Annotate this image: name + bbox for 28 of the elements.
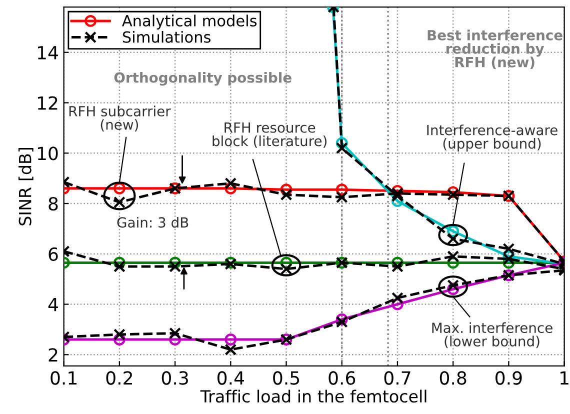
x-tick-label: 1 [560, 371, 568, 385]
y-tick-label: 12 [38, 96, 58, 110]
x-tick-label: 0.1 [50, 371, 77, 385]
x-tick-label: 0.4 [217, 371, 244, 385]
x-tick-label: 0.6 [328, 371, 356, 385]
annotation: RFH subcarrier (new) [69, 106, 171, 132]
x-tick-label: 0.2 [106, 371, 132, 385]
x-tick-label: 0.9 [496, 371, 522, 385]
y-tick-label: 4 [48, 298, 58, 312]
y-tick-label: 8 [48, 196, 58, 211]
annotation: Interference-aware (upper bound) [427, 124, 558, 152]
y-tick-label: 14 [38, 46, 58, 60]
annotation: RFH resource block (literature) [212, 122, 327, 148]
y-axis-title: SINR [dB] [18, 148, 34, 226]
x-tick-label: 0.3 [162, 371, 188, 385]
x-axis-title: Traffic load in the femtocell [200, 390, 426, 403]
x-tick-label: 0.5 [273, 371, 300, 385]
y-tick-label: 2 [48, 348, 58, 362]
y-tick-label: 6 [48, 247, 58, 262]
annotation: Orthogonality possible [114, 72, 292, 86]
annotation: Max. interference (lower bound) [432, 322, 552, 348]
x-tick-label: 0.7 [384, 371, 410, 385]
x-tick-label: 0.8 [440, 371, 466, 385]
annotation: Best interference reduction by RFH (new) [428, 30, 562, 70]
legend-label: Analytical models [122, 14, 257, 30]
legend-label: Simulations [122, 30, 210, 43]
y-tick-label: 10 [38, 146, 58, 160]
annotation: Gain: 3 dB [117, 216, 188, 228]
